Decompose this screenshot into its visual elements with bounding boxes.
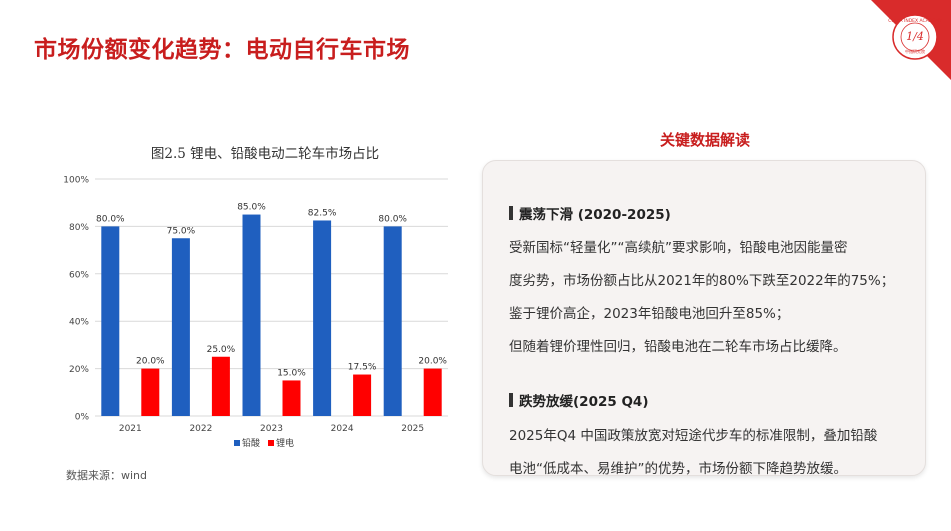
data-label: 82.5% — [308, 208, 337, 218]
x-tick-label: 2023 — [260, 424, 283, 434]
section-title-slowdown: 跌势放缓(2025 Q4) — [509, 390, 648, 410]
data-label: 17.5% — [348, 363, 377, 373]
chart-title: 图2.5 锂电、铅酸电动二轮车市场占比 — [150, 146, 380, 162]
bar — [383, 226, 402, 416]
bar — [353, 374, 372, 416]
insight-line: 鉴于锂价高企，2023年铅酸电池回升至85%； — [509, 306, 790, 322]
bar — [211, 356, 230, 416]
legend-label: 铅酸 — [242, 437, 260, 449]
y-tick-label: 80% — [69, 223, 89, 233]
y-tick-label: 0% — [75, 413, 90, 423]
x-tick-label: 2021 — [119, 424, 142, 434]
insight-card: 震荡下滑 (2020-2025) 受新国标“轻量化”“高续航”要求影响，铅酸电池… — [482, 160, 926, 477]
data-label: 25.0% — [207, 345, 236, 355]
logo-ring-text: CHINA INDEX ACADEMY — [888, 18, 942, 24]
source-note: 数据来源：wind — [66, 469, 148, 482]
logo: CHINA INDEX ACADEMY 1/4 中指研究院 — [871, 0, 951, 80]
legend-label: 锂电 — [276, 437, 294, 449]
insight-line: 度劣势，市场份额占比从2021年的80%下跌至2022年的75%； — [509, 273, 895, 289]
section-marker-icon — [509, 393, 513, 407]
y-tick-label: 60% — [69, 270, 89, 280]
insight-line: 2025年Q4 中国政策放宽对短途代步车的标准限制，叠加铅酸 — [509, 428, 878, 444]
legend-swatch — [234, 440, 240, 446]
y-tick-label: 100% — [63, 176, 89, 186]
insight-line: 电池“低成本、易维护”的优势，市场份额下降趋势放缓。 — [509, 461, 847, 477]
data-label: 15.0% — [277, 368, 306, 378]
logo-inner-text: 中指研究院 — [905, 48, 925, 54]
data-label: 75.0% — [167, 226, 196, 236]
x-tick-label: 2022 — [189, 424, 212, 434]
data-label: 80.0% — [378, 214, 407, 224]
data-label: 80.0% — [96, 214, 125, 224]
section-title-text: 震荡下滑 (2020-2025) — [519, 207, 671, 223]
bar — [141, 368, 160, 416]
logo-mark: 1/4 — [906, 30, 924, 43]
section-marker-icon — [509, 206, 513, 220]
page-title: 市场份额变化趋势：电动自行车市场 — [34, 37, 410, 63]
data-label: 20.0% — [418, 357, 447, 367]
bar — [313, 220, 332, 416]
y-tick-label: 20% — [69, 365, 89, 375]
section-title-decline: 震荡下滑 (2020-2025) — [509, 203, 671, 223]
section-title-text: 跌势放缓(2025 Q4) — [519, 394, 649, 410]
data-label: 20.0% — [136, 357, 165, 367]
bar — [101, 226, 120, 416]
bar — [423, 368, 442, 416]
bar — [171, 238, 190, 416]
bar — [282, 380, 301, 416]
logo-seal-ring — [892, 14, 938, 60]
bar — [242, 214, 261, 416]
legend-swatch — [268, 440, 274, 446]
insight-line: 受新国标“轻量化”“高续航”要求影响，铅酸电池因能量密 — [509, 240, 848, 256]
data-label: 85.0% — [237, 203, 266, 213]
y-tick-label: 40% — [69, 318, 89, 328]
bar-chart: 0% 20% 40% 60% 80% 100% 80.0% 20.0% 2021 75.0% 25.… — [63, 176, 448, 449]
insight-heading: 关键数据解读 — [659, 131, 750, 149]
x-tick-label: 2024 — [331, 424, 354, 434]
x-tick-label: 2025 — [401, 424, 424, 434]
insight-line: 但随着锂价理性回归，铅酸电池在二轮车市场占比缓降。 — [509, 339, 847, 355]
